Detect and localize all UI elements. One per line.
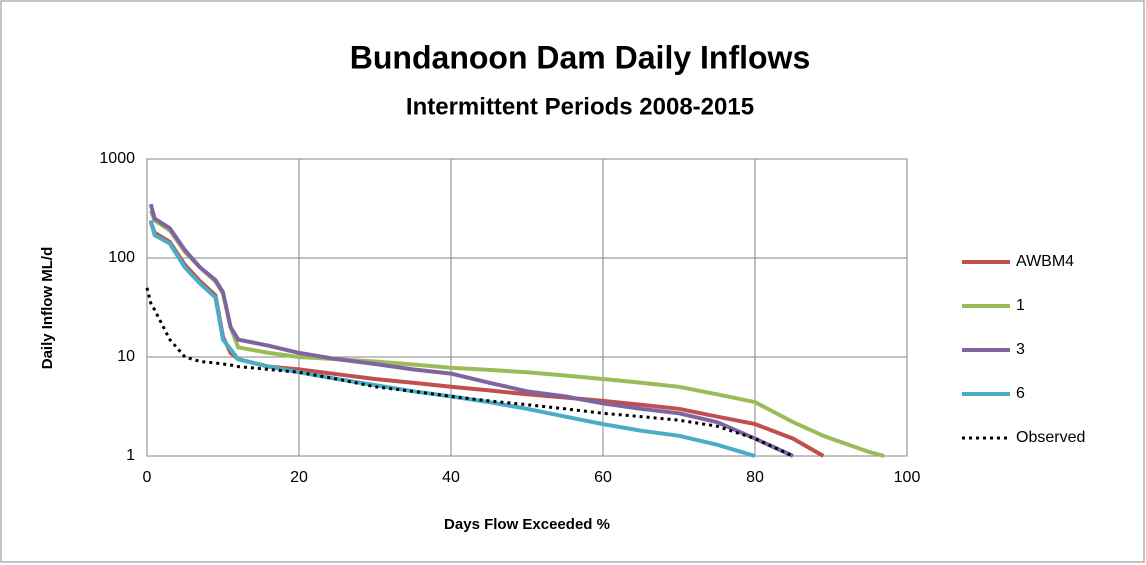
y-tick-label: 100 bbox=[108, 249, 135, 266]
x-tick-label: 40 bbox=[442, 469, 460, 486]
legend-label: 6 bbox=[1016, 385, 1025, 402]
plot-frame bbox=[146, 158, 908, 457]
x-axis-title: Days Flow Exceeded % bbox=[444, 516, 610, 533]
chart-title: Bundanoon Dam Daily Inflows bbox=[350, 39, 810, 75]
chart-subtitle: Intermittent Periods 2008-2015 bbox=[406, 93, 754, 120]
legend-label: AWBM4 bbox=[1016, 253, 1074, 270]
legend-label: 1 bbox=[1016, 297, 1025, 314]
legend-label: Observed bbox=[1016, 429, 1085, 446]
series-line bbox=[148, 203, 794, 458]
legend-label: 3 bbox=[1016, 341, 1025, 358]
y-axis-title: Daily Inflow ML/d bbox=[39, 247, 56, 370]
x-tick-label: 0 bbox=[143, 469, 152, 486]
x-tick-label: 60 bbox=[594, 469, 612, 486]
x-tick-label: 20 bbox=[290, 469, 308, 486]
y-tick-label: 1000 bbox=[99, 150, 135, 167]
y-tick-label: 10 bbox=[117, 348, 135, 365]
series-line bbox=[145, 287, 794, 458]
y-tick-label: 1 bbox=[126, 447, 135, 464]
x-tick-label: 80 bbox=[746, 469, 764, 486]
x-tick-label: 100 bbox=[894, 469, 921, 486]
